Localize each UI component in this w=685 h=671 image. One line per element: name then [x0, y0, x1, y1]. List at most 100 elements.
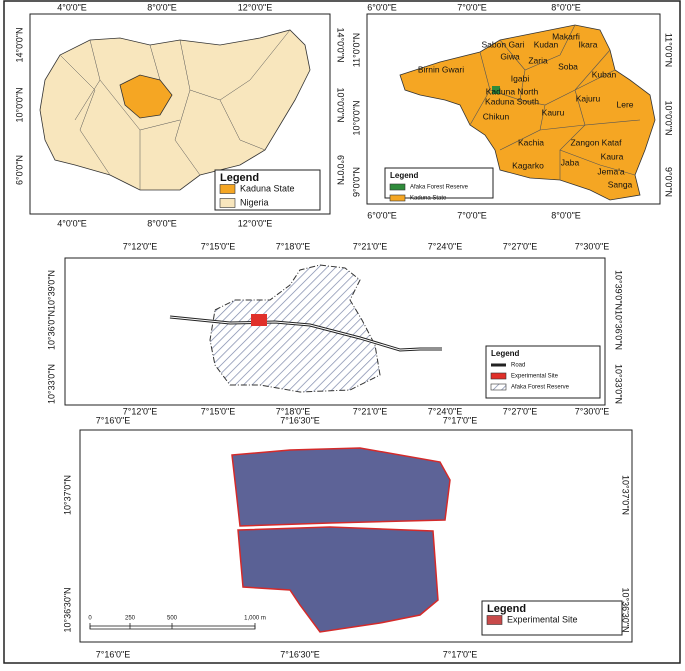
tick-label: 10°0'0"N [336, 87, 346, 122]
tick-label: 10°36'30"N [62, 587, 72, 632]
tick-label: 6°0'0"N [14, 155, 24, 185]
forest-reserve [492, 86, 500, 94]
tick-label: 8°0'0"E [147, 218, 177, 228]
legend-item: Kaduna State [240, 183, 295, 193]
tick-label: 7°17'0"E [443, 649, 478, 659]
experimental-site [237, 526, 439, 633]
tick-label: 12°0'0"E [238, 2, 273, 12]
boundary [59, 54, 111, 176]
tick-label: 7°16'0"E [96, 415, 131, 425]
legend-item: Road [511, 363, 525, 369]
scale-label: 1,000 m [244, 616, 266, 622]
tick-label: 10°36'0"N [614, 310, 624, 350]
experimental-site [251, 314, 267, 326]
tick-label: 7°12'0"E [123, 241, 158, 251]
legend-item: Nigeria [240, 197, 269, 207]
tick-label: 7°15'0"E [201, 406, 236, 416]
legend-swatch [486, 615, 503, 625]
district-label: Kajuru [576, 93, 601, 103]
tick-label: 7°21'0"E [353, 241, 388, 251]
tick-label: 14°0'0"N [14, 27, 24, 62]
tick-label: 9°0'0"N [664, 167, 674, 197]
district-label: Ikara [579, 39, 598, 49]
tick-label: 7°16'30"E [280, 649, 320, 659]
district-label: Kaduna North [486, 86, 539, 96]
district-label: Giwa [500, 51, 520, 61]
legend-item: Experimental Site [511, 374, 559, 380]
tick-label: 7°30'0"E [575, 406, 610, 416]
outer-frame [3, 0, 681, 664]
scale-label: 250 [125, 616, 136, 622]
tick-label: 8°0'0"E [551, 210, 581, 220]
tick-label: 14°0'0"N [336, 27, 346, 62]
legend-swatch [490, 383, 507, 391]
tick-label: 10°39'0"N [46, 270, 56, 310]
district-label: Soba [558, 61, 578, 71]
tick-label: 9°0'0"N [351, 167, 361, 197]
legend-swatch [219, 198, 236, 208]
scale-label: 0 [88, 616, 92, 622]
legend-item: Kaduna State [410, 196, 447, 202]
legend-swatch [389, 183, 406, 191]
boundary [74, 29, 291, 190]
tick-label: 10°0'0"N [664, 100, 674, 135]
tick-label: 7°15'0"E [201, 241, 236, 251]
tick-label: 10°33'0"N [614, 364, 624, 404]
district-label: Kaura [601, 151, 624, 161]
district-label: Kudan [534, 39, 559, 49]
legend-item: Afaka Forest Reserve [511, 385, 570, 391]
experimental-site [231, 447, 451, 527]
district-label: Jaba [561, 157, 580, 167]
tick-label: 7°0'0"E [457, 2, 487, 12]
tick-label: 4°0'0"E [57, 218, 87, 228]
kaduna-state [399, 24, 656, 201]
legend-box [384, 167, 494, 199]
tick-label: 7°27'0"E [503, 406, 538, 416]
tick-label: 7°16'0"E [96, 649, 131, 659]
legend-title: Legend [220, 172, 259, 184]
legend-title: Legend [487, 603, 526, 615]
tick-label: 7°12'0"E [123, 406, 158, 416]
district-label: Kagarko [512, 160, 544, 170]
legend-swatch [389, 194, 406, 202]
district-label: Kauru [542, 107, 565, 117]
tick-label: 7°18'0"E [276, 241, 311, 251]
legend-title: Legend [390, 171, 419, 180]
tick-label: 10°37'0"N [621, 475, 631, 515]
tick-label: 7°17'0"E [443, 415, 478, 425]
district-label: Zangon Kataf [570, 137, 622, 147]
tick-label: 10°39'0"N [614, 270, 624, 310]
tick-label: 7°27'0"E [503, 241, 538, 251]
tick-label: 12°0'0"E [238, 218, 273, 228]
tick-label: 7°16'30"E [280, 415, 320, 425]
tick-label: 7°24'0"E [428, 406, 463, 416]
tick-label: 10°0'0"N [351, 100, 361, 135]
tick-label: 11°0'0"N [351, 33, 361, 67]
tick-label: 10°0'0"N [14, 87, 24, 122]
tick-label: 10°33'0"N [46, 364, 56, 404]
road [169, 316, 442, 351]
kaduna-state [119, 74, 173, 119]
tick-label: 6°0'0"E [367, 210, 397, 220]
forest-reserve [209, 264, 381, 393]
district-label: Lere [616, 99, 633, 109]
legend-swatch [490, 372, 507, 380]
district-label: Birnin Gwari [418, 64, 464, 74]
district-label: Igabi [511, 73, 530, 83]
tick-label: 7°18'0"E [276, 406, 311, 416]
legend-swatch [219, 184, 236, 194]
district-label: Kaduna South [485, 96, 539, 106]
tick-label: 6°0'0"N [336, 155, 346, 185]
tick-label: 8°0'0"E [147, 2, 177, 12]
nigeria [39, 29, 311, 191]
scale-label: 500 [167, 616, 178, 622]
boundary [469, 24, 641, 180]
district-label: Jema'a [597, 166, 624, 176]
tick-label: 6°0'0"E [367, 2, 397, 12]
tick-label: 7°24'0"E [428, 241, 463, 251]
legend-box [481, 600, 623, 636]
district-label: Makarfi [552, 31, 580, 41]
legend-item: Afaka Forest Reserve [410, 185, 469, 191]
tick-label: 7°0'0"E [457, 210, 487, 220]
